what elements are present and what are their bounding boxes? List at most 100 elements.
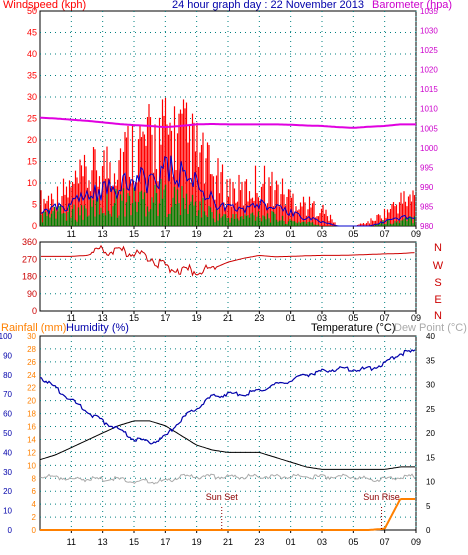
wind-x-tick-label: 13	[98, 229, 108, 239]
rain-y-tick-label: 8	[32, 474, 37, 483]
humidity-y-tick-label: 100	[0, 332, 13, 341]
temp-y-tick-label: 20	[426, 429, 435, 438]
direction-x-tick-label: 03	[317, 313, 327, 323]
wind-x-tick-label: 03	[317, 229, 327, 239]
direction-x-tick-label: 01	[286, 313, 296, 323]
baro-y-tick-label: 1035	[420, 7, 438, 16]
direction-y-tick-label: 0	[32, 306, 37, 316]
temp-y-tick-label: 25	[426, 405, 435, 414]
wind-x-tick-label: 05	[348, 229, 358, 239]
wind-y-tick-label: 35	[27, 71, 37, 81]
humidity-axis-label: Humidity (%)	[66, 322, 129, 334]
baro-y-tick-label: 1015	[420, 85, 438, 94]
temp-x-tick-label: 09	[411, 537, 421, 547]
rain-y-tick-label: 18	[27, 410, 36, 419]
chart-marks	[39, 97, 416, 531]
compass-label: W	[433, 260, 444, 272]
humidity-y-tick-label: 60	[3, 410, 12, 419]
wind-x-tick-label: 21	[223, 229, 233, 239]
windspeed-axis-label: Windspeed (kph)	[3, 0, 86, 11]
direction-x-tick-label: 15	[129, 313, 139, 323]
wind-y-tick-label: 10	[27, 178, 37, 188]
chart-title: 24 hour graph day : 22 November 2013	[172, 0, 364, 11]
rain-y-tick-label: 10	[27, 461, 36, 470]
barometer-axis-label: Barometer (hpa)	[372, 0, 452, 11]
direction-x-tick-label: 05	[348, 313, 358, 323]
direction-x-tick-label: 21	[223, 313, 233, 323]
wind-average-line	[40, 155, 416, 227]
wind-x-tick-label: 07	[380, 229, 390, 239]
rain-y-tick-label: 2	[32, 513, 37, 522]
temp-y-tick-label: 5	[426, 502, 431, 511]
direction-x-tick-label: 19	[192, 313, 202, 323]
rain-y-tick-label: 20	[27, 397, 36, 406]
humidity-y-tick-label: 50	[3, 429, 12, 438]
baro-y-tick-label: 1025	[420, 46, 438, 55]
baro-y-tick-label: 980	[420, 222, 434, 231]
wind-x-tick-label: 17	[160, 229, 170, 239]
humidity-y-tick-label: 20	[3, 487, 12, 496]
temp-y-tick-label: 0	[426, 526, 431, 535]
direction-y-tick-label: 180	[22, 272, 37, 282]
temp-y-tick-label: 35	[426, 356, 435, 365]
dewpoint-line	[39, 473, 416, 485]
wind-y-tick-label: 45	[27, 28, 37, 38]
wind-x-tick-label: 19	[192, 229, 202, 239]
wind-x-tick-label: 23	[254, 229, 264, 239]
wind-direction-line	[41, 244, 415, 277]
compass-label: E	[434, 294, 441, 306]
wind-y-tick-label: 25	[27, 114, 37, 124]
temp-x-tick-label: 05	[348, 537, 358, 547]
temp-x-tick-label: 21	[223, 537, 233, 547]
temp-x-tick-label: 17	[160, 537, 170, 547]
temperature-line	[39, 420, 415, 470]
rain-y-tick-label: 16	[27, 423, 36, 432]
temp-y-tick-label: 40	[426, 332, 435, 341]
compass-label: S	[434, 277, 441, 289]
direction-x-tick-label: 17	[160, 313, 170, 323]
rain-y-tick-label: 22	[27, 384, 36, 393]
humidity-y-tick-label: 80	[3, 371, 12, 380]
temperature-axis-label: Temperature (°C)	[311, 322, 395, 334]
temp-x-tick-label: 03	[317, 537, 327, 547]
dewpoint-axis-label: Dew Point (°C)	[394, 322, 467, 334]
baro-y-tick-label: 990	[420, 183, 434, 192]
sunset-label: Sun Set	[206, 492, 239, 502]
direction-y-tick-label: 90	[27, 289, 37, 299]
direction-x-tick-label: 07	[380, 313, 390, 323]
baro-y-tick-label: 1020	[420, 66, 438, 75]
temp-x-tick-label: 01	[286, 537, 296, 547]
wind-y-tick-label: 5	[32, 200, 37, 210]
wind-y-tick-label: 15	[27, 157, 37, 167]
wind-x-tick-label: 15	[129, 229, 139, 239]
rainfall-axis-label: Rainfall (mm)	[1, 322, 66, 334]
rain-y-tick-label: 12	[27, 448, 36, 457]
humidity-y-tick-label: 0	[8, 526, 13, 535]
sunrise-label: Sun Rise	[363, 492, 400, 502]
temp-x-tick-label: 15	[129, 537, 139, 547]
temp-x-tick-label: 19	[192, 537, 202, 547]
temp-x-tick-label: 07	[380, 537, 390, 547]
humidity-y-tick-label: 70	[3, 390, 12, 399]
direction-x-tick-label: 23	[254, 313, 264, 323]
humidity-y-tick-label: 90	[3, 351, 12, 360]
rain-y-tick-label: 6	[32, 487, 37, 496]
wind-y-tick-label: 30	[27, 92, 37, 102]
temp-y-tick-label: 15	[426, 453, 435, 462]
direction-x-tick-label: 11	[67, 313, 76, 323]
rain-y-tick-label: 26	[27, 358, 36, 367]
baro-y-tick-label: 1005	[420, 124, 438, 133]
wind-y-tick-label: 50	[27, 6, 37, 16]
grid-lines	[40, 11, 417, 533]
wind-y-tick-label: 20	[27, 135, 37, 145]
humidity-y-tick-label: 30	[3, 468, 12, 477]
wind-x-tick-label: 01	[286, 229, 296, 239]
wind-y-tick-label: 40	[27, 49, 37, 59]
direction-y-tick-label: 360	[22, 237, 37, 247]
baro-y-tick-label: 1010	[420, 105, 438, 114]
humidity-y-tick-label: 10	[3, 507, 12, 516]
rain-y-tick-label: 0	[32, 526, 37, 535]
baro-y-tick-label: 1000	[420, 144, 438, 153]
